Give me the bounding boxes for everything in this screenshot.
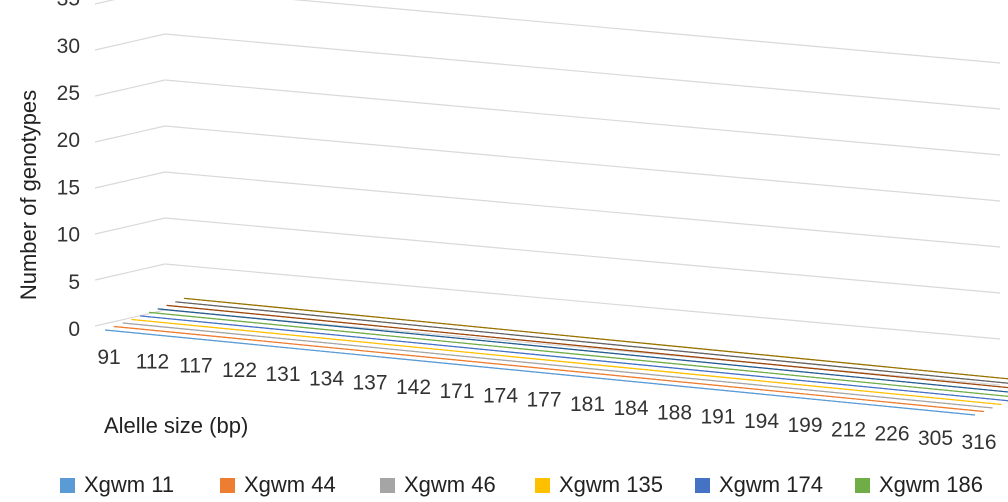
y-tick-label: 15 bbox=[57, 176, 80, 199]
legend-swatch bbox=[535, 478, 550, 493]
series-area bbox=[184, 297, 1008, 380]
x-tick-label: 122 bbox=[222, 359, 257, 382]
gridline bbox=[291, 0, 1001, 64]
x-tick-label: 191 bbox=[700, 406, 735, 429]
x-tick-label: 194 bbox=[744, 410, 779, 433]
gridline-diag bbox=[94, 125, 166, 143]
series-areas bbox=[104, 297, 1008, 416]
legend: Xgwm 11 Xgwm 44 Xgwm 46 Xgwm 135 Xgwm 174 Xgw… bbox=[60, 472, 983, 497]
gridline-diag bbox=[94, 79, 166, 97]
gridline bbox=[164, 33, 1001, 110]
legend-label: Xgwm 186 bbox=[879, 472, 983, 497]
x-tick-label: 199 bbox=[787, 414, 822, 437]
series-area bbox=[175, 301, 1008, 384]
y-tick-label: 10 bbox=[57, 224, 80, 247]
gridline-diag bbox=[94, 171, 166, 189]
x-tick-label: 131 bbox=[265, 363, 300, 386]
gridline bbox=[164, 171, 1001, 248]
gridline bbox=[164, 263, 1001, 340]
gridline bbox=[164, 125, 1001, 202]
y-tick-label: 25 bbox=[57, 82, 80, 105]
x-tick-label: 177 bbox=[526, 389, 561, 412]
series-area bbox=[157, 308, 1008, 393]
legend-label: Xgwm 46 bbox=[404, 472, 496, 497]
x-tick-label: 174 bbox=[483, 384, 518, 407]
x-axis-title: Alelle size (bp) bbox=[104, 413, 248, 438]
series-area bbox=[104, 329, 976, 416]
y-tick-label: 20 bbox=[57, 129, 80, 152]
legend-swatch bbox=[60, 478, 75, 493]
gridlines bbox=[94, 0, 1001, 386]
gridline bbox=[164, 309, 1001, 386]
gridline bbox=[164, 79, 1001, 156]
gridline-diag bbox=[94, 0, 116, 5]
legend-label: Xgwm 135 bbox=[559, 472, 663, 497]
x-axis-ticks: 91 112 117 122 131 134 137 142 171 174 177 181 184 18… bbox=[97, 346, 996, 454]
legend-label: Xgwm 11 bbox=[84, 472, 174, 497]
y-axis-ticks: 0 5 10 15 20 25 30 35 bbox=[57, 0, 80, 341]
y-tick-label: 5 bbox=[68, 271, 80, 294]
x-tick-label: 171 bbox=[439, 380, 474, 403]
x-tick-label: 117 bbox=[179, 355, 212, 378]
x-tick-label: 181 bbox=[570, 393, 605, 416]
gridline bbox=[164, 217, 1001, 294]
x-tick-label: 188 bbox=[657, 401, 692, 424]
y-tick-label: 30 bbox=[57, 35, 80, 58]
x-tick-label: 184 bbox=[613, 397, 648, 420]
legend-swatch bbox=[220, 478, 235, 493]
x-tick-label: 134 bbox=[309, 367, 344, 390]
x-tick-label: 212 bbox=[831, 418, 866, 441]
x-tick-label: 91 bbox=[97, 346, 120, 369]
legend-label: Xgwm 174 bbox=[719, 472, 823, 497]
x-tick-label: 316 bbox=[961, 431, 996, 454]
series-area bbox=[148, 311, 1008, 397]
gridline-diag bbox=[94, 217, 166, 235]
x-tick-label: 305 bbox=[918, 427, 953, 450]
x-tick-label: 226 bbox=[874, 423, 909, 446]
y-tick-label: 0 bbox=[68, 318, 80, 341]
legend-label: Xgwm 44 bbox=[244, 472, 336, 497]
x-tick-label: 112 bbox=[136, 350, 169, 373]
series-area bbox=[166, 304, 1008, 389]
gridline-diag bbox=[94, 33, 166, 51]
series-area bbox=[140, 315, 1008, 402]
gridline-diag bbox=[94, 263, 166, 281]
series-area bbox=[113, 325, 984, 412]
legend-swatch bbox=[380, 478, 395, 493]
series-area bbox=[131, 318, 1002, 405]
x-tick-label: 137 bbox=[352, 372, 387, 395]
series-area bbox=[122, 322, 993, 409]
y-tick-label: 35 bbox=[57, 0, 80, 11]
y-axis-title: Number of genotypes bbox=[16, 90, 41, 300]
legend-swatch bbox=[695, 478, 710, 493]
x-tick-label: 142 bbox=[396, 376, 431, 399]
legend-swatch bbox=[855, 478, 870, 493]
